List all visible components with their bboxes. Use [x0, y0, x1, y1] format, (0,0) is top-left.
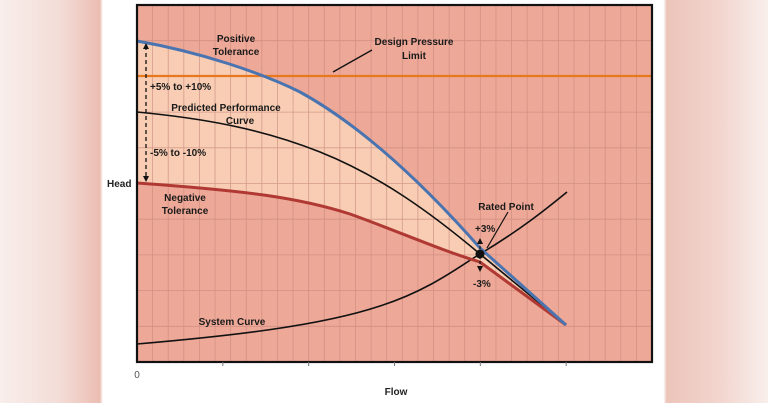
- predicted-curve: [136, 111, 567, 326]
- system-curve-label: System Curve: [199, 317, 266, 328]
- design-leader-line: [332, 49, 373, 73]
- system-curve: [136, 191, 568, 345]
- plus3-label: +3%: [475, 224, 495, 235]
- minus3-arrow-icon: [477, 266, 483, 272]
- negative-tolerance-label-2: Tolerance: [162, 206, 209, 217]
- rated-point-label: Rated Point: [478, 202, 534, 213]
- rated-point-marker: [475, 249, 485, 259]
- predicted-curve-label: Predicted Performance: [171, 103, 281, 114]
- arrow-down-icon: [143, 176, 149, 182]
- design-pressure-label-2: Limit: [402, 51, 427, 62]
- predicted-curve-label-2: Curve: [226, 116, 255, 127]
- plus-range-label: +5% to +10%: [150, 82, 211, 93]
- negative-tolerance-label: Negative: [164, 193, 206, 204]
- positive-tolerance-curve: [136, 39, 568, 327]
- arrow-up-icon: [143, 43, 149, 49]
- x-axis-label: Flow: [385, 387, 408, 398]
- y-axis-label: Head: [107, 179, 131, 190]
- design-pressure-label: Design Pressure: [375, 37, 454, 48]
- positive-tolerance-label: Positive: [217, 34, 256, 45]
- negative-tolerance-curve: [136, 181, 567, 327]
- minus-range-label: -5% to -10%: [150, 148, 206, 159]
- plus3-arrow-icon: [477, 238, 483, 244]
- x-tick-zero: 0: [134, 370, 140, 381]
- x-axis-ticks: [222, 362, 567, 366]
- rated-leader-line: [486, 211, 509, 249]
- minus3-label: -3%: [473, 279, 491, 290]
- positive-tolerance-label-2: Tolerance: [213, 47, 260, 58]
